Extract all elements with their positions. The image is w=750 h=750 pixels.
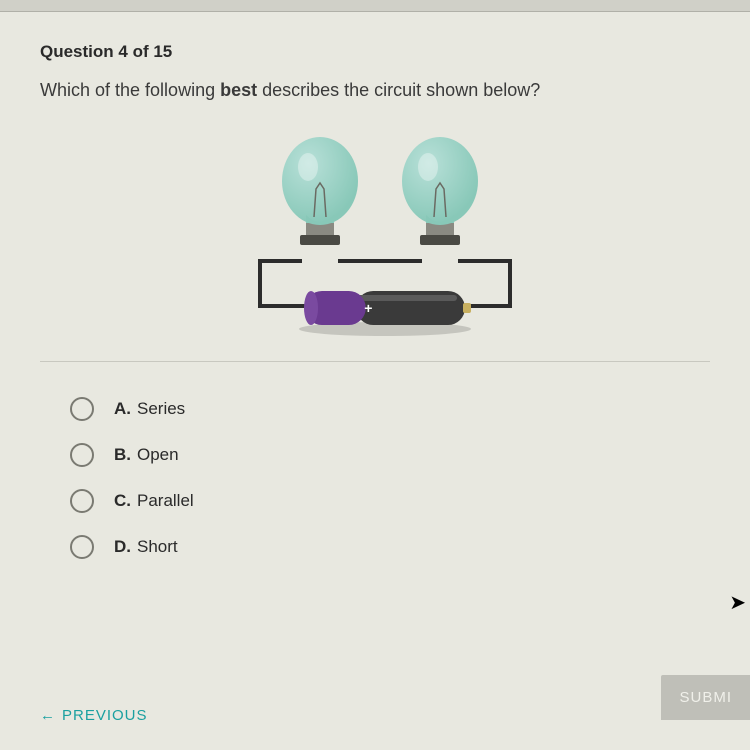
option-letter: C. [114, 491, 131, 511]
question-prompt: Which of the following best describes th… [40, 80, 710, 101]
radio-icon[interactable] [70, 535, 94, 559]
option-b[interactable]: B. Open [70, 443, 710, 467]
answer-list: A. Series B. Open C. Parallel D. Short [40, 362, 710, 601]
previous-label: PREVIOUS [62, 707, 148, 724]
question-panel: Question 4 of 15 Which of the following … [0, 12, 750, 621]
option-a[interactable]: A. Series [70, 397, 710, 421]
prompt-post: describes the circuit shown below? [257, 80, 540, 100]
circuit-diagram: + [200, 126, 550, 336]
svg-text:+: + [364, 300, 372, 316]
option-text: Short [137, 537, 178, 557]
option-letter: A. [114, 399, 131, 419]
arrow-left-icon: ← [40, 707, 56, 724]
question-counter: Question 4 of 15 [40, 42, 710, 62]
footer-bar: ← PREVIOUS SUBMI [0, 680, 750, 750]
option-c[interactable]: C. Parallel [70, 489, 710, 513]
mouse-cursor-icon: ➤ [729, 590, 746, 615]
window-top-bar [0, 0, 750, 12]
option-letter: D. [114, 537, 131, 557]
submit-label: SUBMI [679, 689, 732, 706]
radio-icon[interactable] [70, 397, 94, 421]
diagram-container: + [40, 126, 710, 362]
submit-button[interactable]: SUBMI [661, 675, 750, 720]
option-text: Series [137, 399, 185, 419]
radio-icon[interactable] [70, 489, 94, 513]
radio-icon[interactable] [70, 443, 94, 467]
prompt-bold: best [220, 80, 257, 100]
previous-button[interactable]: ← PREVIOUS [40, 707, 148, 724]
option-text: Open [137, 445, 179, 465]
option-d[interactable]: D. Short [70, 535, 710, 559]
option-text: Parallel [137, 491, 194, 511]
prompt-pre: Which of the following [40, 80, 220, 100]
option-letter: B. [114, 445, 131, 465]
